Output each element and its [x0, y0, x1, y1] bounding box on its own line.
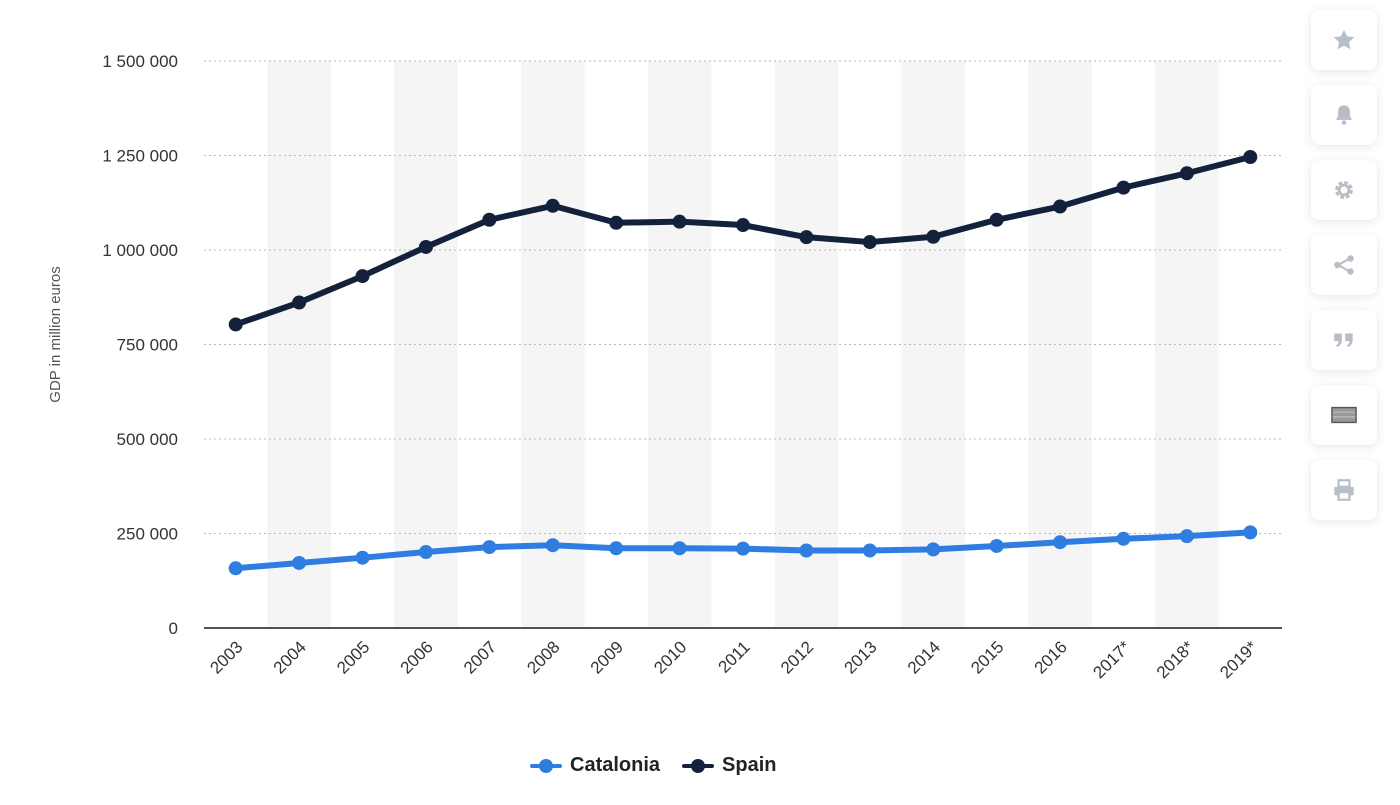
citation-button[interactable]: [1311, 310, 1377, 370]
print-button[interactable]: [1311, 460, 1377, 520]
x-tick-label: 2012: [777, 637, 817, 677]
legend-label-spain: Spain: [722, 754, 777, 776]
data-point-spain[interactable]: [672, 214, 687, 229]
data-point-spain[interactable]: [926, 229, 941, 244]
x-tick-label: 2004: [270, 637, 310, 677]
x-tick-label: 2005: [333, 637, 373, 677]
favorite-button[interactable]: [1311, 10, 1377, 70]
bell-icon: [1335, 105, 1353, 125]
data-point-spain[interactable]: [292, 295, 307, 310]
legend-item-spain[interactable]: Spain: [682, 754, 776, 777]
data-point-catalonia[interactable]: [672, 541, 687, 556]
x-tick-label: 2018*: [1153, 637, 1198, 682]
data-point-spain[interactable]: [799, 230, 814, 245]
y-tick-label: 250 000: [117, 525, 178, 544]
data-point-catalonia[interactable]: [545, 538, 560, 553]
data-point-catalonia[interactable]: [228, 561, 243, 576]
column-band: [521, 61, 585, 628]
y-tick-label: 1 250 000: [102, 147, 178, 166]
x-tick-label: 2003: [206, 637, 246, 677]
data-point-spain[interactable]: [355, 269, 370, 284]
data-point-spain[interactable]: [1116, 180, 1131, 195]
y-tick-label: 0: [169, 619, 178, 638]
y-axis-ticks: 0 250 000 500 000 750 000 1 000 000 1 250 000…: [102, 52, 178, 638]
legend-marker-catalonia: [530, 758, 562, 773]
data-point-spain[interactable]: [609, 215, 624, 230]
y-axis-title: GDP in million euros: [47, 266, 64, 402]
legend-label-catalonia: Catalonia: [570, 754, 661, 776]
x-tick-label: 2013: [840, 637, 880, 677]
x-tick-label: 2015: [967, 637, 1007, 677]
data-point-catalonia[interactable]: [989, 538, 1004, 553]
download-image-button[interactable]: [1311, 385, 1377, 445]
star-icon: [1333, 29, 1355, 50]
quote-icon: [1334, 333, 1353, 348]
legend: Catalonia Spain: [530, 754, 776, 777]
data-point-spain[interactable]: [862, 235, 877, 250]
data-point-spain[interactable]: [418, 239, 433, 254]
data-point-catalonia[interactable]: [799, 543, 814, 558]
data-point-catalonia[interactable]: [1179, 529, 1194, 544]
x-tick-label: 2009: [587, 637, 627, 677]
x-tick-label: 2017*: [1089, 637, 1134, 682]
data-point-spain[interactable]: [989, 212, 1004, 227]
data-point-spain[interactable]: [1179, 166, 1194, 181]
x-axis-ticks: 2003 2004 2005 2006 2007 2008 2009 2010 2011 2012…: [206, 637, 1261, 682]
data-point-spain[interactable]: [545, 198, 560, 213]
data-point-catalonia[interactable]: [482, 540, 497, 555]
data-point-spain[interactable]: [736, 218, 750, 233]
x-tick-label: 2011: [715, 637, 754, 676]
data-point-catalonia[interactable]: [862, 543, 877, 558]
y-tick-label: 500 000: [117, 430, 178, 449]
data-point-catalonia[interactable]: [418, 545, 433, 560]
line-chart: 0 250 000 500 000 750 000 1 000 000 1 250 000…: [47, 52, 1282, 682]
data-point-catalonia[interactable]: [736, 541, 750, 556]
chart-toolbar: [1311, 10, 1377, 535]
image-icon: [1331, 406, 1357, 424]
data-point-catalonia[interactable]: [292, 555, 307, 570]
series-catalonia: [228, 525, 1258, 576]
notification-button[interactable]: [1311, 85, 1377, 145]
data-point-spain[interactable]: [1243, 150, 1258, 165]
share-button[interactable]: [1311, 235, 1377, 295]
legend-item-catalonia[interactable]: Catalonia: [530, 754, 660, 777]
x-tick-label: 2016: [1031, 637, 1071, 677]
gear-icon: [1335, 181, 1353, 199]
data-point-catalonia[interactable]: [1243, 525, 1258, 540]
data-point-spain[interactable]: [1053, 199, 1068, 214]
data-point-spain[interactable]: [482, 212, 497, 227]
y-tick-label: 1 500 000: [102, 52, 178, 71]
data-point-catalonia[interactable]: [926, 542, 941, 557]
y-tick-label: 1 000 000: [102, 241, 178, 260]
legend-marker-spain: [682, 758, 715, 773]
data-point-catalonia[interactable]: [1053, 535, 1068, 550]
x-tick-label: 2006: [397, 637, 437, 677]
series-spain: [228, 150, 1258, 332]
data-point-spain[interactable]: [228, 317, 243, 332]
series-group: [228, 150, 1258, 576]
data-point-catalonia[interactable]: [609, 541, 624, 556]
series-line-spain: [232, 154, 1254, 328]
x-tick-label: 2007: [460, 637, 500, 677]
data-point-catalonia[interactable]: [355, 550, 370, 565]
settings-button[interactable]: [1311, 160, 1377, 220]
print-icon: [1334, 479, 1354, 501]
y-tick-label: 750 000: [117, 336, 178, 355]
data-point-catalonia[interactable]: [1116, 531, 1131, 546]
x-tick-label: 2008: [523, 637, 563, 677]
x-tick-label: 2010: [650, 637, 690, 677]
x-tick-label: 2019*: [1216, 637, 1261, 682]
x-tick-label: 2014: [904, 637, 944, 677]
gridlines: [204, 60, 1282, 534]
share-icon: [1334, 255, 1354, 275]
